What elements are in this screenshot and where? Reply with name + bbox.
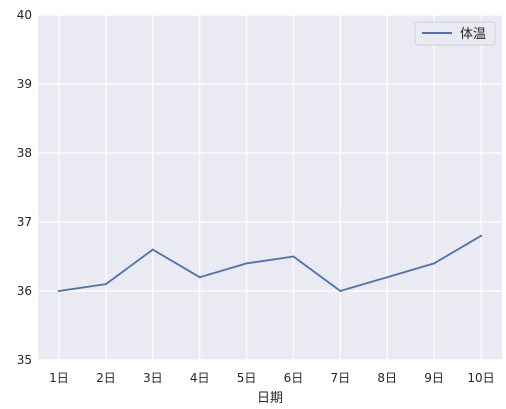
y-tick-label: 35 (17, 353, 32, 367)
x-tick-label: 5日 (237, 371, 257, 385)
data-point (245, 262, 248, 265)
legend: 体温 (414, 21, 496, 46)
data-point (433, 262, 436, 265)
x-tick-label: 2日 (96, 371, 116, 385)
series-layer (58, 234, 482, 292)
data-point (292, 255, 295, 258)
x-tick-label: 1日 (49, 371, 69, 385)
x-tick-label: 10日 (467, 371, 494, 385)
series-line (58, 234, 482, 292)
x-axis-ticks: 1日 2日 3日 4日 5日 6日 7日 8日 9日 10日 (49, 371, 494, 385)
x-tick-label: 3日 (143, 371, 163, 385)
data-point (198, 276, 201, 279)
x-tick-label: 6日 (284, 371, 304, 385)
grid-lines (38, 14, 502, 361)
y-tick-label: 40 (17, 8, 32, 22)
legend-label: 体温 (460, 27, 486, 42)
x-axis-label: 日期 (257, 391, 283, 406)
data-point (151, 248, 154, 251)
data-point (480, 234, 482, 237)
y-tick-label: 36 (17, 284, 32, 298)
y-tick-label: 39 (17, 77, 32, 91)
x-tick-label: 7日 (331, 371, 351, 385)
x-tick-label: 4日 (190, 371, 210, 385)
data-point (386, 276, 389, 279)
x-tick-label: 9日 (424, 371, 444, 385)
data-point (104, 283, 107, 286)
data-point (58, 290, 60, 292)
y-tick-label: 38 (17, 146, 32, 160)
plot-background (38, 15, 502, 360)
legend-box (414, 21, 496, 46)
y-tick-label: 37 (17, 215, 32, 229)
data-point (339, 290, 342, 292)
y-axis-ticks: 35 36 37 38 39 40 (17, 8, 32, 367)
x-tick-label: 8日 (377, 371, 397, 385)
